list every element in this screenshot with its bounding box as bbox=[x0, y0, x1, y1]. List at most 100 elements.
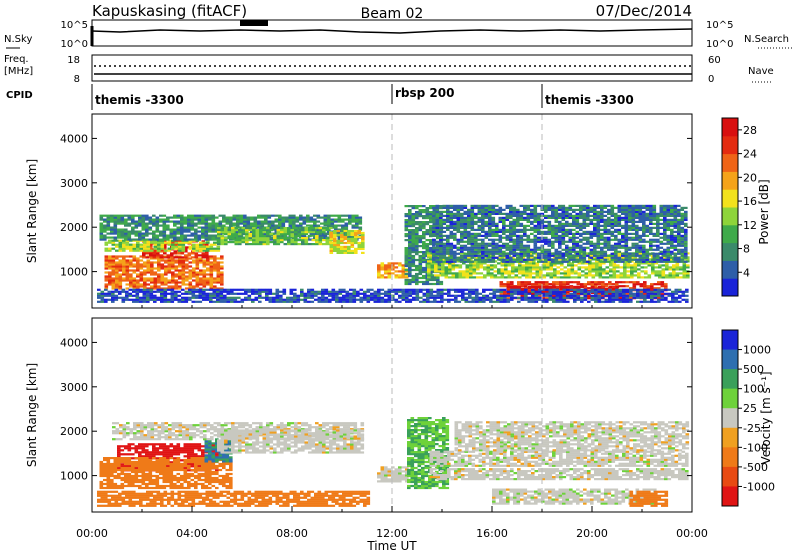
range-gate-cell bbox=[422, 253, 426, 255]
range-gate-cell bbox=[196, 275, 200, 277]
range-gate-cell bbox=[212, 219, 216, 221]
range-gate-cell bbox=[536, 270, 540, 272]
range-gate-cell bbox=[488, 259, 492, 261]
range-gate-cell bbox=[419, 211, 423, 213]
range-gate-cell bbox=[591, 281, 595, 283]
range-gate-cell bbox=[509, 247, 513, 249]
range-gate-cell bbox=[213, 259, 217, 261]
range-gate-cell bbox=[294, 237, 298, 239]
range-gate-cell bbox=[173, 229, 177, 231]
range-gate-cell bbox=[252, 229, 256, 231]
range-gate-cell bbox=[474, 247, 478, 249]
range-gate-cell bbox=[662, 264, 666, 266]
range-gate-cell bbox=[464, 229, 468, 231]
range-gate-cell bbox=[317, 225, 321, 227]
range-gate-cell bbox=[263, 241, 267, 243]
range-gate-cell bbox=[178, 244, 182, 246]
range-gate-cell bbox=[676, 272, 680, 274]
range-gate-cell bbox=[517, 281, 521, 283]
range-gate-cell bbox=[686, 266, 690, 268]
range-gate-cell bbox=[208, 227, 212, 229]
range-gate-cell bbox=[439, 245, 443, 247]
range-gate-cell bbox=[608, 281, 612, 283]
range-gate-cell bbox=[579, 255, 583, 257]
range-gate-cell bbox=[359, 217, 363, 219]
range-gate-cell bbox=[628, 205, 632, 207]
range-gate-cell bbox=[467, 255, 471, 257]
range-gate-cell bbox=[576, 221, 580, 223]
range-gate-cell bbox=[119, 279, 123, 281]
range-gate-cell bbox=[198, 235, 202, 237]
range-gate-cell bbox=[217, 265, 221, 267]
range-gate-cell bbox=[184, 239, 188, 241]
range-gate-cell bbox=[492, 225, 496, 227]
range-gate-cell bbox=[327, 215, 331, 217]
range-gate-cell bbox=[593, 213, 597, 215]
range-gate-cell bbox=[333, 250, 337, 252]
range-gate-cell bbox=[446, 229, 450, 231]
range-gate-cell bbox=[159, 219, 163, 221]
range-gate-cell bbox=[646, 261, 650, 263]
range-gate-cell bbox=[436, 243, 440, 245]
range-gate-cell bbox=[205, 217, 209, 219]
range-gate-cell bbox=[333, 244, 337, 246]
range-gate-cell bbox=[153, 254, 157, 256]
range-gate-cell bbox=[213, 269, 217, 271]
range-gate-cell bbox=[595, 262, 599, 264]
range-gate-cell bbox=[427, 266, 431, 268]
range-gate-cell bbox=[677, 229, 681, 231]
range-gate-cell bbox=[427, 268, 431, 270]
range-gate-cell bbox=[256, 229, 260, 231]
range-gate-cell bbox=[453, 217, 457, 219]
range-gate-cell bbox=[238, 239, 242, 241]
range-gate-cell bbox=[459, 272, 463, 274]
range-gate-cell bbox=[252, 235, 256, 237]
range-gate-cell bbox=[256, 235, 260, 237]
range-gate-cell bbox=[171, 259, 175, 261]
range-gate-cell bbox=[324, 225, 328, 227]
range-gate-cell bbox=[347, 230, 351, 232]
range-gate-cell bbox=[161, 283, 165, 285]
range-gate-cell bbox=[415, 223, 419, 225]
range-gate-cell bbox=[436, 241, 440, 243]
range-gate-cell bbox=[618, 261, 622, 263]
range-gate-cell bbox=[107, 237, 111, 239]
range-gate-cell bbox=[142, 217, 146, 219]
range-gate-cell bbox=[599, 276, 603, 278]
range-gate-cell bbox=[564, 276, 568, 278]
range-gate-cell bbox=[667, 227, 671, 229]
range-gate-cell bbox=[488, 249, 492, 251]
range-gate-cell bbox=[107, 233, 111, 235]
range-gate-cell bbox=[474, 205, 478, 207]
range-gate-cell bbox=[436, 279, 440, 281]
range-gate-cell bbox=[345, 215, 349, 217]
range-gate-cell bbox=[537, 205, 541, 207]
range-gate-cell bbox=[576, 209, 580, 211]
range-gate-cell bbox=[549, 283, 553, 285]
range-gate-cell bbox=[534, 213, 538, 215]
range-gate-cell bbox=[168, 261, 172, 263]
range-gate-cell bbox=[377, 274, 381, 276]
range-gate-cell bbox=[434, 270, 438, 272]
range-gate-cell bbox=[529, 264, 533, 266]
range-gate-cell bbox=[534, 239, 538, 241]
range-gate-cell bbox=[537, 223, 541, 225]
range-gate-cell bbox=[405, 269, 409, 271]
range-gate-cell bbox=[184, 223, 188, 225]
range-gate-cell bbox=[658, 276, 662, 278]
range-gate-cell bbox=[622, 285, 626, 287]
range-gate-cell bbox=[548, 245, 552, 247]
range-gate-cell bbox=[220, 261, 224, 263]
range-gate-cell bbox=[674, 211, 678, 213]
range-gate-cell bbox=[198, 221, 202, 223]
range-gate-cell bbox=[226, 219, 230, 221]
range-gate-cell bbox=[635, 227, 639, 229]
range-gate-cell bbox=[520, 219, 524, 221]
range-gate-cell bbox=[231, 241, 235, 243]
range-gate-cell bbox=[453, 223, 457, 225]
range-gate-cell bbox=[187, 225, 191, 227]
range-gate-cell bbox=[534, 241, 538, 243]
range-gate-cell bbox=[480, 276, 484, 278]
range-gate-cell bbox=[606, 276, 610, 278]
range-gate-cell bbox=[600, 229, 604, 231]
